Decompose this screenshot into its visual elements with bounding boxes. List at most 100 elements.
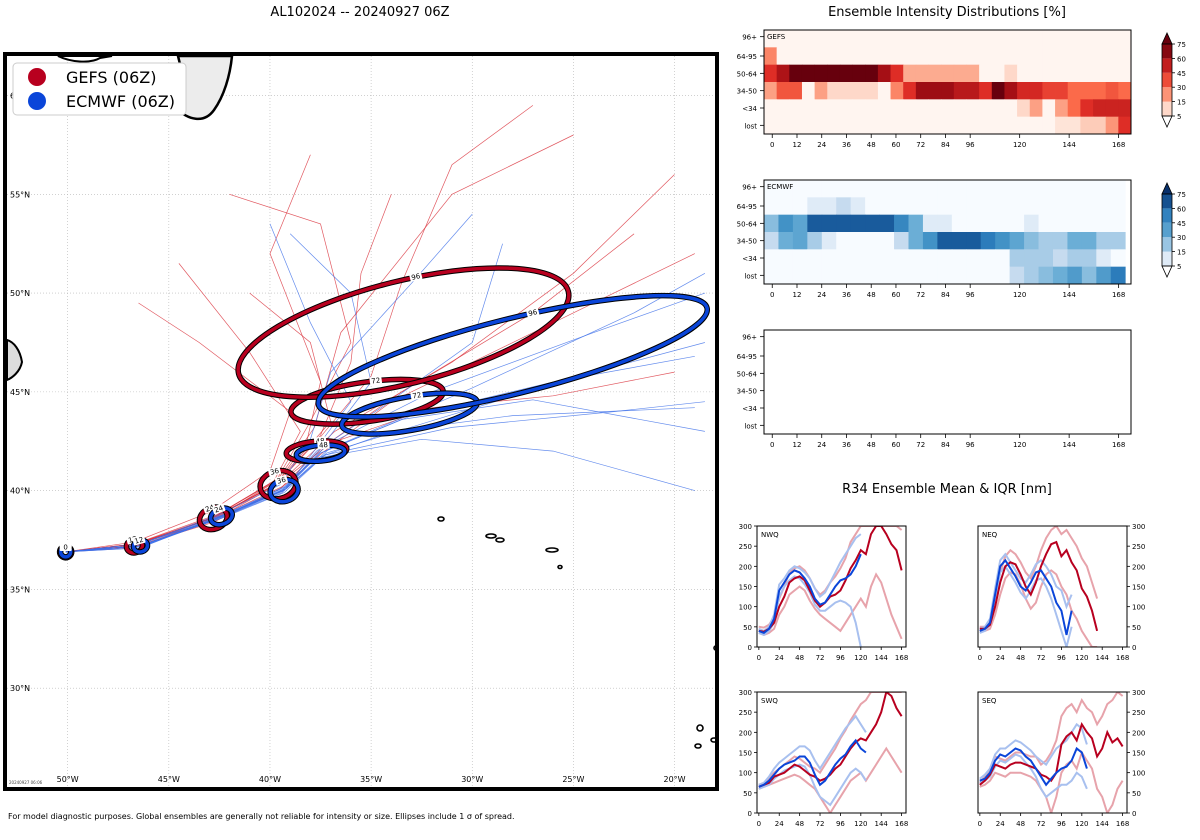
ecmwf-heat-cell <box>894 232 909 250</box>
heatmap-y-label: 50-64 <box>737 220 758 228</box>
gefs-heat-cell <box>1017 47 1031 66</box>
legend-marker <box>28 92 46 110</box>
ecmwf-heat-cell <box>1067 249 1083 268</box>
lon-tick-label: 20°W <box>663 775 685 784</box>
ecmwf-heat-cell <box>807 249 823 268</box>
ecmwf-heat-cell <box>937 214 953 233</box>
island-coast <box>545 547 559 553</box>
heatmap-x-label: 0 <box>770 291 774 299</box>
heatmap-x-label: 0 <box>770 441 774 449</box>
gefs-heat-cell <box>966 64 980 83</box>
ecmwf-heat-cell <box>980 197 996 216</box>
gefs-colorbar-segment <box>1162 58 1172 73</box>
gefs-heat-cell <box>966 30 980 48</box>
heatmap-x-label: 72 <box>916 141 925 149</box>
r34-x-label: 48 <box>1016 654 1025 662</box>
ecmwf-heat-cell <box>865 232 880 250</box>
gefs-heat-cell <box>966 99 980 118</box>
r34-x-label: 72 <box>816 654 825 662</box>
heatmap-x-label: 12 <box>793 441 802 449</box>
ecmwf-heat-cell <box>821 249 837 268</box>
gefs-heat-cell <box>941 116 955 135</box>
ecmwf-heat-cell <box>894 197 909 216</box>
gefs-ellipse: 36 <box>257 466 299 502</box>
ecmwf-heat-cell <box>1096 232 1112 250</box>
ecmwf-heat-cell <box>922 180 938 198</box>
r34-y-label: 300 <box>739 523 752 531</box>
ecmwf-heat-cell <box>922 197 938 216</box>
gefs-heat-cell <box>852 47 866 66</box>
r34-y-label: 50 <box>743 790 752 798</box>
gefs-heat-cell <box>890 99 904 118</box>
seq-ecmwf-mean-line <box>979 746 1088 787</box>
r34-panel-label: NEQ <box>982 531 998 539</box>
heatmap-x-label: 144 <box>1062 291 1076 299</box>
colorbar-tick-label: 30 <box>1177 234 1186 242</box>
r34-y-label: 300 <box>1132 523 1145 531</box>
gefs-heat-cell <box>801 30 816 48</box>
r34-y-label: 300 <box>739 689 752 697</box>
ecmwf-heat-cell <box>836 214 852 233</box>
swq-ecmwf-mean-line <box>758 738 867 788</box>
map-area: 01224364872960122436487296 <box>7 56 715 787</box>
gefs-heat-cell <box>1105 64 1119 83</box>
gefs-heat-cell <box>801 82 816 100</box>
gefs-ellipse-label: 24 <box>204 503 216 514</box>
gefs-heat-cell <box>1080 30 1094 48</box>
gefs-heat-cell <box>1105 99 1119 118</box>
ecmwf-heat-cell <box>778 266 794 285</box>
ecmwf-heat-cell <box>951 232 967 250</box>
r34-x-label: 168 <box>895 820 908 828</box>
heatmap-x-label: 96 <box>966 141 975 149</box>
seq-ecmwf-q3-line <box>979 722 1088 780</box>
r34-x-label: 144 <box>875 654 889 662</box>
gefs-colorbar-segment <box>1162 101 1172 116</box>
r34-panel-label: NWQ <box>761 531 779 539</box>
gefs-heat-cell <box>1118 47 1132 66</box>
gefs-heat-cell <box>979 30 993 48</box>
ecmwf-heat-cell <box>1038 180 1054 198</box>
gefs-heat-cell <box>1029 30 1043 48</box>
ecmwf-heat-cell <box>1009 266 1025 285</box>
ecmwf-heat-cell <box>1067 232 1083 250</box>
ecmwf-heat-cell <box>894 249 909 268</box>
swq-ecmwf-q3-line <box>758 714 867 786</box>
gefs-heat-cell <box>814 99 828 118</box>
r34-y-label: 100 <box>1132 604 1145 612</box>
heatmap-x-label: 84 <box>941 441 950 449</box>
heatmap-frame <box>763 329 1132 435</box>
colorbar-tick-label: 60 <box>1177 205 1186 213</box>
heatmap-x-label: 24 <box>817 291 826 299</box>
gefs-heat-cell <box>1004 30 1018 48</box>
ecmwf-heat-cell <box>821 232 837 250</box>
ecmwf-heat-cell <box>1052 249 1068 268</box>
ecmwf-colorbar-extend <box>1161 265 1173 278</box>
ecmwf-heat-cell <box>1038 266 1054 285</box>
ecmwf-heat-cell <box>1096 266 1112 285</box>
gefs-heat-cell <box>764 116 778 135</box>
ecmwf-heat-cell <box>951 266 967 285</box>
colorbar-tick-label: 15 <box>1177 249 1186 257</box>
ecmwf-heat-cell <box>1067 180 1083 198</box>
ecmwf-heat-cell <box>865 214 880 233</box>
gefs-heat-cell <box>1055 47 1069 66</box>
r34-x-label: 144 <box>1096 820 1110 828</box>
ecmwf-heat-cell <box>894 180 909 198</box>
swq-gefs-q1-line <box>758 746 903 813</box>
heatmap-x-label: 144 <box>1062 141 1076 149</box>
gefs-heat-cell <box>1042 116 1056 135</box>
gefs-heat-cell <box>865 64 879 83</box>
ecmwf-heat-cell <box>850 197 866 216</box>
lon-tick-label: 45°W <box>158 775 180 784</box>
r34-x-label: 168 <box>895 654 908 662</box>
gefs-heat-cell <box>915 116 929 135</box>
r34-x-label: 96 <box>836 654 845 662</box>
ecmwf-heat-cell <box>980 266 996 285</box>
gefs-heat-cell <box>1042 47 1056 66</box>
gefs-heat-cell <box>1118 99 1132 118</box>
ecmwf-heat-cell <box>1096 197 1112 216</box>
ecmwf-member-track <box>65 342 705 553</box>
heatmap-x-label: 48 <box>867 291 876 299</box>
lon-tick-label: 30°W <box>461 775 483 784</box>
gefs-member-track <box>65 134 574 553</box>
